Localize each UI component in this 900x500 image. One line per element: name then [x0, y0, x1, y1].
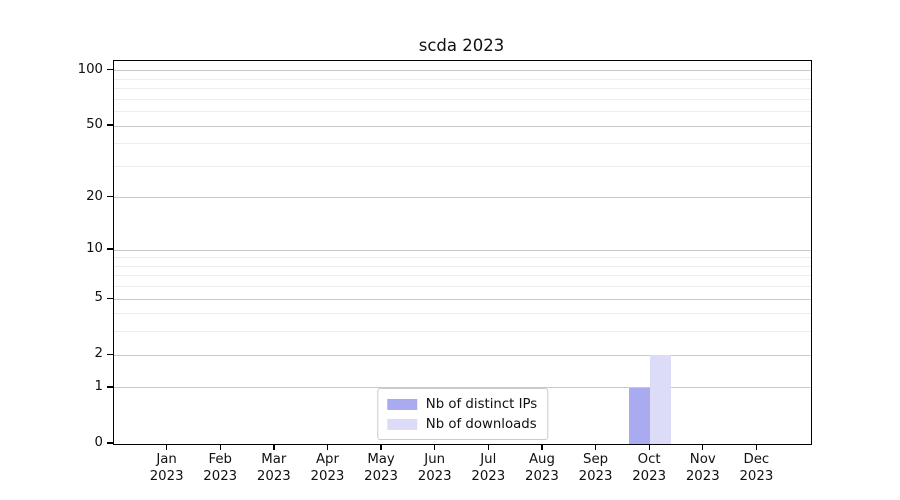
- year-label: 2023: [471, 469, 506, 484]
- gridline-major: [114, 387, 811, 389]
- y-axis-tick-label: 50: [86, 117, 103, 133]
- y-axis-tick-label: 100: [77, 61, 103, 77]
- year-label: 2023: [256, 469, 291, 484]
- x-axis-tick: [166, 444, 168, 450]
- gridline-minor: [114, 257, 811, 259]
- chart-title: scda 2023: [418, 36, 505, 55]
- x-axis-tick-label: Jul 2023: [457, 451, 519, 485]
- y-axis-tick-label: 0: [94, 435, 103, 450]
- y-axis-tick-label: 5: [94, 290, 103, 306]
- gridline-major: [114, 70, 811, 72]
- gridline-minor: [114, 88, 811, 90]
- x-axis-tick-label: Apr 2023: [296, 451, 358, 485]
- y-axis-tick: [107, 69, 113, 71]
- x-axis-tick-label: Aug 2023: [511, 451, 573, 485]
- month-label: Nov: [689, 452, 716, 467]
- y-axis-tick: [107, 442, 113, 444]
- gridline-major: [114, 197, 811, 199]
- gridline-major: [114, 125, 811, 127]
- x-axis-tick: [434, 444, 436, 450]
- x-axis-tick-label: Sep 2023: [565, 451, 627, 485]
- gridline-minor: [114, 143, 811, 145]
- x-axis-tick: [487, 444, 489, 450]
- gridline-minor: [114, 265, 811, 267]
- year-label: 2023: [578, 469, 613, 484]
- month-label: Mar: [261, 452, 287, 467]
- year-label: 2023: [632, 469, 667, 484]
- x-axis-tick: [326, 444, 329, 450]
- legend-row: Nb of downloads: [386, 414, 537, 434]
- bar-downloads: [650, 355, 672, 444]
- gridline-minor: [114, 313, 811, 315]
- y-axis-tick: [107, 386, 113, 388]
- x-axis-tick-label: Feb 2023: [189, 451, 251, 485]
- gridline-minor: [114, 275, 811, 277]
- bar-distinct-ips: [629, 387, 651, 444]
- x-axis-tick-label: May 2023: [350, 451, 412, 485]
- gridline-minor: [114, 98, 811, 100]
- x-axis-tick-label: Jun 2023: [404, 451, 466, 485]
- x-axis-tick-label: Oct 2023: [618, 451, 680, 485]
- month-label: Jul: [480, 452, 497, 467]
- legend-label: Nb of downloads: [425, 416, 537, 432]
- month-label: Apr: [315, 452, 339, 467]
- year-label: 2023: [525, 469, 559, 484]
- y-axis-tick: [107, 353, 113, 355]
- legend-row: Nb of distinct IPs: [386, 394, 538, 414]
- gridline-major: [114, 249, 811, 251]
- x-axis-tick: [702, 444, 704, 450]
- month-label: Jan: [156, 452, 177, 467]
- legend-label: Nb of distinct IPs: [425, 396, 538, 412]
- gridline-minor: [114, 331, 811, 333]
- x-axis-tick-label: Nov 2023: [672, 451, 734, 485]
- gridline-minor: [114, 165, 811, 167]
- x-axis-tick-label: Mar 2023: [243, 451, 305, 485]
- y-axis-tick-label: 10: [86, 241, 103, 257]
- y-axis-tick: [107, 297, 113, 299]
- x-axis-tick: [755, 444, 758, 450]
- year-label: 2023: [310, 469, 345, 484]
- y-axis-tick-label: 20: [86, 188, 103, 204]
- x-axis-tick: [541, 444, 543, 450]
- month-label: Sep: [583, 452, 609, 467]
- month-label: May: [367, 452, 395, 467]
- x-axis-tick: [648, 444, 650, 450]
- month-label: Feb: [208, 452, 232, 467]
- year-label: 2023: [417, 469, 452, 484]
- y-axis-tick: [107, 124, 113, 126]
- gridline-minor: [114, 286, 811, 288]
- month-label: Jun: [424, 452, 446, 467]
- legend-swatch-downloads: [386, 418, 417, 430]
- legend-swatch-distinct-ips: [386, 398, 417, 410]
- y-axis-tick-label: 2: [94, 346, 103, 362]
- month-label: Oct: [637, 452, 661, 467]
- x-axis-tick: [594, 444, 597, 450]
- year-label: 2023: [739, 469, 774, 484]
- y-axis-tick: [107, 196, 113, 198]
- y-axis-tick-label: 1: [94, 378, 103, 394]
- year-label: 2023: [364, 469, 398, 484]
- y-axis-tick: [107, 248, 113, 250]
- year-label: 2023: [203, 469, 238, 484]
- gridline-minor: [114, 78, 811, 80]
- plot-area: Nb of distinct IPs Nb of downloads: [113, 60, 812, 445]
- year-label: 2023: [685, 469, 720, 484]
- month-label: Dec: [743, 452, 770, 467]
- year-label: 2023: [149, 469, 184, 484]
- gridline-minor: [114, 111, 811, 113]
- legend-box: Nb of distinct IPs Nb of downloads: [376, 388, 549, 440]
- gridline-major: [114, 298, 811, 300]
- month-label: Aug: [528, 452, 555, 467]
- x-axis-tick: [219, 444, 221, 450]
- x-axis-tick: [273, 444, 275, 450]
- x-axis-tick: [380, 444, 382, 450]
- gridline-major: [114, 354, 811, 356]
- x-axis-tick-label: Dec 2023: [725, 451, 787, 485]
- x-axis-tick-label: Jan 2023: [136, 451, 198, 485]
